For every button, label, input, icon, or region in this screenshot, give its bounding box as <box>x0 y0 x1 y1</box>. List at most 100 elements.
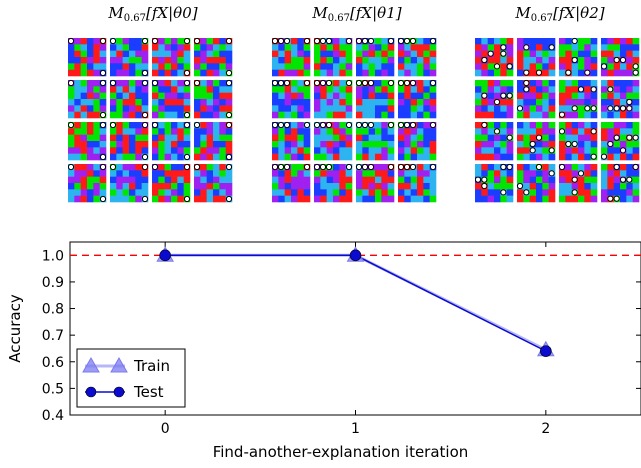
panel-title-0: M0.67[fX|θ0] <box>108 4 198 24</box>
highlight-marker <box>626 98 633 106</box>
highlight-marker <box>355 37 363 45</box>
x-axis-label: Find-another-explanation iteration <box>213 443 469 461</box>
highlight-marker <box>493 98 501 106</box>
highlight-marker <box>565 69 572 76</box>
mask-tile <box>193 37 233 77</box>
highlight-marker <box>619 56 627 64</box>
highlight-marker <box>397 163 405 171</box>
mask-tile <box>397 163 437 203</box>
legend: Train Test <box>76 348 186 408</box>
mask-tile <box>151 163 191 203</box>
highlight-marker <box>193 79 201 87</box>
highlight-marker <box>345 163 353 171</box>
highlight-marker <box>272 121 279 129</box>
highlight-marker <box>523 69 530 76</box>
y-tick-label: 1.0 <box>42 248 64 264</box>
highlight-marker <box>493 63 501 70</box>
highlight-marker <box>429 121 437 129</box>
highlight-marker <box>558 128 566 135</box>
highlight-marker <box>141 79 149 87</box>
highlight-marker <box>607 86 614 93</box>
highlight-marker <box>387 163 395 171</box>
highlight-marker <box>361 79 369 87</box>
mask-tile <box>475 38 514 77</box>
mask-grid-0 <box>68 37 233 203</box>
highlight-marker <box>506 134 513 141</box>
legend-marker <box>82 356 100 373</box>
highlight-marker <box>403 37 411 45</box>
highlight-marker <box>619 147 627 154</box>
highlight-marker <box>193 121 201 129</box>
highlight-marker <box>99 111 107 119</box>
highlight-marker <box>577 170 585 177</box>
legend-marker <box>110 356 128 373</box>
mask-tile <box>600 38 640 77</box>
highlight-marker <box>571 105 578 112</box>
highlight-marker <box>584 69 591 76</box>
mask-tile <box>313 121 353 161</box>
y-tick-label: 0.4 <box>42 408 64 424</box>
mask-tile <box>559 37 598 77</box>
highlight-marker <box>500 92 507 99</box>
highlight-marker <box>516 182 524 190</box>
mask-tile <box>68 79 107 119</box>
highlight-marker <box>558 111 566 118</box>
highlight-marker <box>151 79 159 87</box>
highlight-marker <box>475 176 482 183</box>
highlight-marker <box>577 86 585 93</box>
highlight-marker <box>283 163 291 171</box>
highlight-marker <box>151 37 159 45</box>
highlight-marker <box>607 105 614 112</box>
highlight-marker <box>613 134 620 141</box>
mask-tile <box>600 122 640 161</box>
highlight-marker <box>535 134 543 141</box>
mask-tile <box>397 37 437 77</box>
highlight-marker <box>600 63 608 70</box>
mask-tile <box>475 163 514 203</box>
highlight-marker <box>429 79 437 87</box>
highlight-marker <box>571 37 578 45</box>
highlight-marker <box>183 69 191 77</box>
highlight-marker <box>141 163 149 171</box>
highlight-marker <box>151 121 159 129</box>
highlight-marker <box>367 37 375 45</box>
mask-tile <box>193 79 233 119</box>
highlight-marker <box>109 163 117 171</box>
highlight-marker <box>225 37 233 45</box>
highlight-marker <box>493 128 501 135</box>
highlight-marker <box>571 176 578 183</box>
mask-tile <box>397 79 437 119</box>
mask-tile <box>193 121 233 161</box>
highlight-marker <box>523 44 530 51</box>
highlight-marker <box>506 63 513 70</box>
highlight-marker <box>387 79 395 87</box>
highlight-marker <box>632 69 639 76</box>
mask-tile <box>313 163 353 203</box>
mask-tile <box>109 163 149 203</box>
highlight-marker <box>313 79 321 87</box>
highlight-marker <box>409 163 417 171</box>
panel-title-1: M0.67[fX|θ1] <box>312 4 402 24</box>
highlight-marker <box>535 69 543 76</box>
highlight-marker <box>590 105 597 112</box>
highlight-marker <box>523 86 530 93</box>
highlight-marker <box>109 79 117 87</box>
highlight-marker <box>529 140 536 148</box>
highlight-marker <box>397 121 405 129</box>
highlight-marker <box>500 50 507 57</box>
highlight-marker <box>355 163 363 171</box>
highlight-marker <box>600 153 608 160</box>
highlight-marker <box>590 86 597 93</box>
highlight-marker <box>99 37 107 45</box>
highlight-marker <box>183 79 191 87</box>
mask-tile <box>313 37 353 77</box>
highlight-marker <box>607 140 614 148</box>
mask-tile <box>475 80 514 119</box>
mask-tile <box>558 80 598 119</box>
highlight-marker <box>506 92 513 99</box>
highlight-marker <box>325 163 333 171</box>
highlight-marker <box>225 195 233 203</box>
highlight-marker <box>313 163 321 171</box>
highlight-marker <box>277 163 285 171</box>
highlight-marker <box>193 163 201 171</box>
